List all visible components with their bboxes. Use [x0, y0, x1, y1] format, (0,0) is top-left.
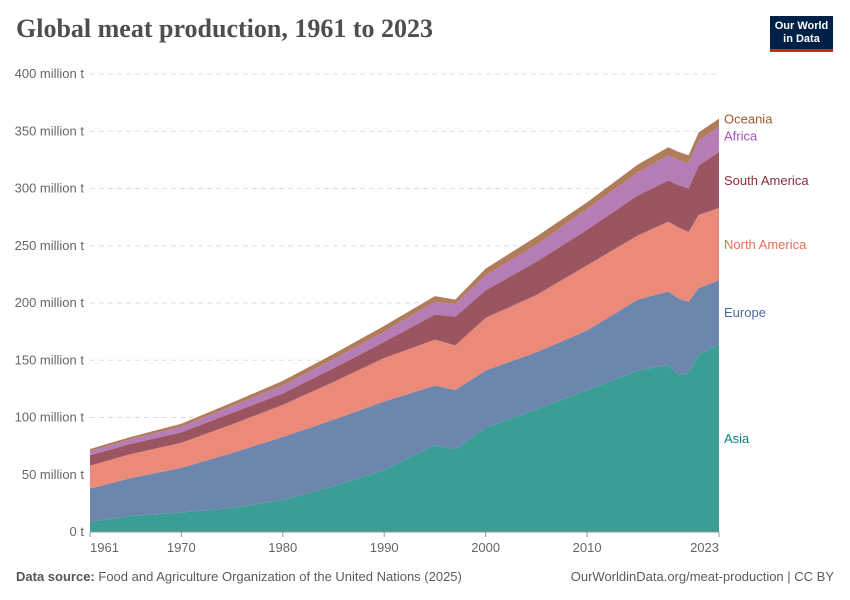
x-tick-label: 1980: [268, 540, 297, 555]
y-tick-label: 50 million t: [22, 467, 85, 482]
series-label: Oceania: [724, 112, 773, 127]
y-tick-label: 100 million t: [15, 410, 85, 425]
y-tick-label: 300 million t: [15, 181, 85, 196]
series-label: Africa: [724, 129, 758, 144]
x-tick-label: 1990: [370, 540, 399, 555]
source-text: Food and Agriculture Organization of the…: [98, 569, 462, 584]
x-tick-label: 1970: [167, 540, 196, 555]
source-label: Data source:: [16, 569, 95, 584]
area-north-america: [90, 207, 719, 489]
area-europe: [90, 280, 719, 522]
series-label: Europe: [724, 305, 766, 320]
x-tick-label: 1961: [90, 540, 119, 555]
data-source: Data source: Food and Agriculture Organi…: [16, 569, 462, 584]
series-label: Asia: [724, 431, 750, 446]
y-tick-label: 250 million t: [15, 238, 85, 253]
owid-logo[interactable]: Our World in Data: [770, 16, 833, 52]
x-tick-label: 2000: [471, 540, 500, 555]
source-url-link[interactable]: OurWorldinData.org/meat-production | CC …: [570, 569, 834, 584]
area-asia: [90, 344, 719, 532]
chart-title: Global meat production, 1961 to 2023: [16, 14, 433, 43]
series-label: North America: [724, 237, 807, 252]
x-tick-label: 2023: [690, 540, 719, 555]
y-tick-label: 150 million t: [15, 352, 85, 367]
series-label: South America: [724, 173, 809, 188]
y-tick-label: 350 million t: [15, 123, 85, 138]
y-tick-label: 200 million t: [15, 295, 85, 310]
y-tick-label: 0 t: [70, 524, 85, 539]
y-tick-label: 400 million t: [15, 66, 85, 81]
x-tick-label: 2010: [573, 540, 602, 555]
logo-text: Our World in Data: [774, 20, 829, 45]
